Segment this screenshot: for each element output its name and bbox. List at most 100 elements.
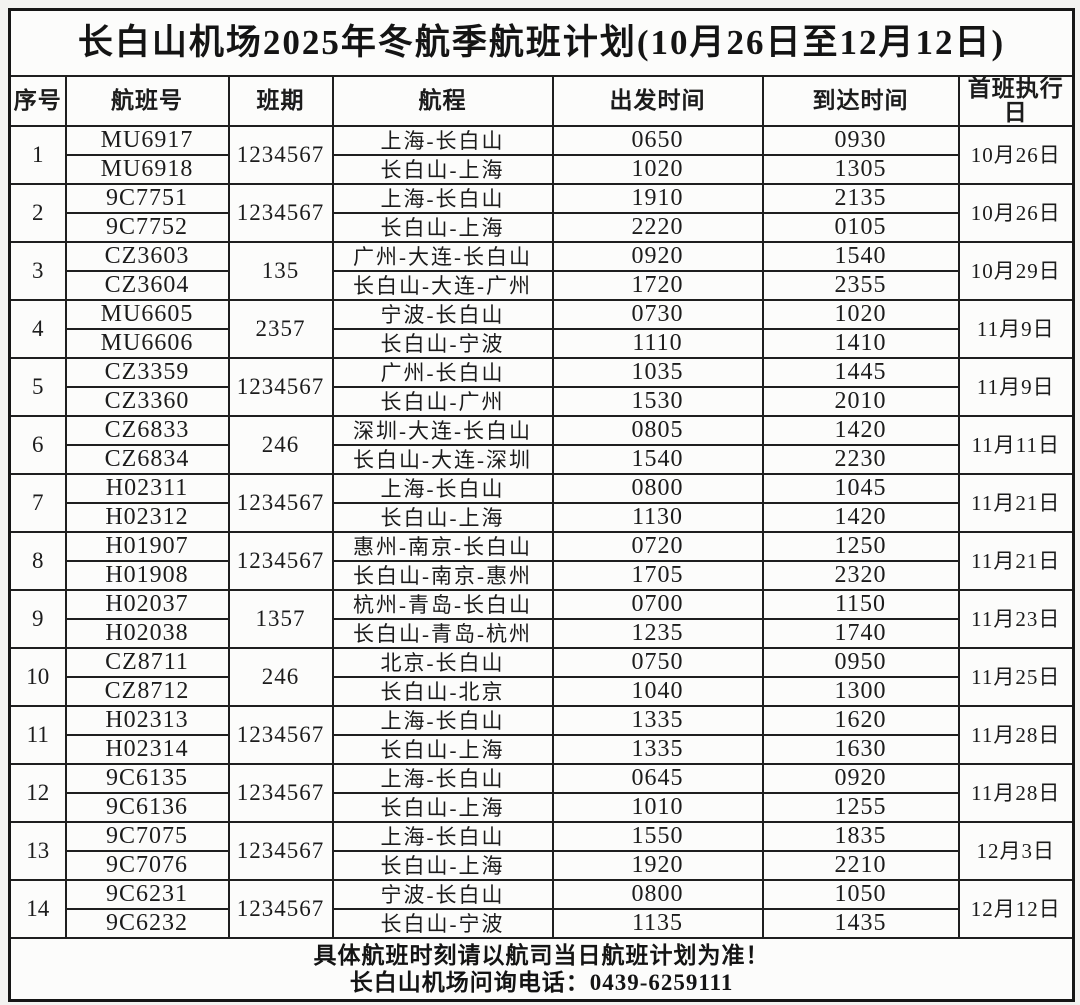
serial-cell: 12 — [8, 763, 67, 824]
first-flight-date-cell: 12月3日 — [957, 821, 1075, 882]
flight-no-cell: 9C6136 — [64, 792, 230, 824]
route-cell: 上海-长白山 — [331, 473, 554, 505]
arrival-time-cell: 1050 — [761, 879, 960, 911]
arrival-time-cell: 2210 — [761, 850, 960, 882]
arrival-time-cell: 1630 — [761, 734, 960, 766]
footer-phone: 长白山机场问询电话：0439-6259111 — [349, 969, 734, 995]
flight-no-cell: MU6917 — [64, 125, 230, 157]
route-cell: 杭州-青岛-长白山 — [331, 589, 554, 621]
departure-time-cell: 0800 — [551, 473, 764, 505]
departure-time-cell: 1335 — [551, 734, 764, 766]
flight-group-row-bottom: CZ3604 长白山-大连-广州 1720 2355 — [10, 270, 1074, 302]
route-cell: 上海-长白山 — [331, 125, 554, 157]
first-flight-date-cell: 11月25日 — [957, 647, 1075, 708]
serial-cell: 2 — [8, 183, 67, 244]
departure-time-cell: 1335 — [551, 705, 764, 737]
departure-time-cell: 1020 — [551, 154, 764, 186]
route-cell: 上海-长白山 — [331, 705, 554, 737]
flight-no-cell: 9C7075 — [64, 821, 230, 853]
column-header: 班期 — [227, 74, 334, 128]
departure-time-cell: 1910 — [551, 183, 764, 215]
departure-time-cell: 1010 — [551, 792, 764, 824]
departure-time-cell: 0750 — [551, 647, 764, 679]
flight-group-row-bottom: H02312 长白山-上海 1130 1420 — [10, 502, 1074, 534]
arrival-time-cell: 0930 — [761, 125, 960, 157]
route-cell: 长白山-上海 — [331, 212, 554, 244]
serial-cell: 7 — [8, 473, 67, 534]
arrival-time-cell: 1740 — [761, 618, 960, 650]
column-header: 航班号 — [64, 74, 230, 128]
arrival-time-cell: 0950 — [761, 647, 960, 679]
days-cell: 2357 — [227, 299, 334, 360]
arrival-time-cell: 1435 — [761, 908, 960, 940]
flight-group-row-top: 2 9C7751 1234567 上海-长白山 1910 2135 10月26日 — [8, 183, 1075, 244]
route-cell: 北京-长白山 — [331, 647, 554, 679]
serial-cell: 3 — [8, 241, 67, 302]
days-cell: 246 — [227, 647, 334, 708]
days-cell: 1234567 — [227, 705, 334, 766]
flight-no-cell: H02313 — [64, 705, 230, 737]
flight-no-cell: CZ8711 — [64, 647, 230, 679]
days-cell: 1234567 — [227, 125, 334, 186]
departure-time-cell: 1130 — [551, 502, 764, 534]
flight-group-row-top: 11 H02313 1234567 上海-长白山 1335 1620 11月28日 — [8, 705, 1075, 766]
first-flight-date-cell: 10月29日 — [957, 241, 1075, 302]
departure-time-cell: 1550 — [551, 821, 764, 853]
flight-group-row-bottom: 9C6136 长白山-上海 1010 1255 — [10, 792, 1074, 824]
days-cell: 1234567 — [227, 763, 334, 824]
days-cell: 1234567 — [227, 821, 334, 882]
days-cell: 1234567 — [227, 473, 334, 534]
arrival-time-cell: 1445 — [761, 357, 960, 389]
first-flight-date-cell: 11月28日 — [957, 705, 1075, 766]
arrival-time-cell: 2010 — [761, 386, 960, 418]
flight-no-cell: 9C7751 — [64, 183, 230, 215]
flight-no-cell: 9C7076 — [64, 850, 230, 882]
departure-time-cell: 1040 — [551, 676, 764, 708]
arrival-time-cell: 1250 — [761, 531, 960, 563]
route-cell: 长白山-南京-惠州 — [331, 560, 554, 592]
departure-time-cell: 0805 — [551, 415, 764, 447]
days-cell: 1234567 — [227, 879, 334, 940]
flight-no-cell: H02038 — [64, 618, 230, 650]
flight-group-row-top: 9 H02037 1357 杭州-青岛-长白山 0700 1150 11月23日 — [8, 589, 1075, 650]
serial-cell: 4 — [8, 299, 67, 360]
serial-cell: 10 — [8, 647, 67, 708]
flight-no-cell: 9C6135 — [64, 763, 230, 795]
flight-group-row-bottom: CZ3360 长白山-广州 1530 2010 — [10, 386, 1074, 418]
days-cell: 135 — [227, 241, 334, 302]
departure-time-cell: 1235 — [551, 618, 764, 650]
flight-group-row-bottom: MU6918 长白山-上海 1020 1305 — [10, 154, 1074, 186]
arrival-time-cell: 2135 — [761, 183, 960, 215]
first-flight-date-cell: 11月21日 — [957, 531, 1075, 592]
departure-time-cell: 1135 — [551, 908, 764, 940]
route-cell: 长白山-上海 — [331, 502, 554, 534]
column-header: 航程 — [331, 74, 554, 128]
days-cell: 1357 — [227, 589, 334, 650]
route-cell: 长白山-北京 — [331, 676, 554, 708]
flight-group-row-bottom: 9C7752 长白山-上海 2220 0105 — [10, 212, 1074, 244]
footer-row: 具体航班时刻请以航司当日航班计划为准！ 长白山机场问询电话：0439-62591… — [8, 937, 1075, 1002]
flight-no-cell: CZ3603 — [64, 241, 230, 273]
arrival-time-cell: 1150 — [761, 589, 960, 621]
serial-cell: 13 — [8, 821, 67, 882]
first-flight-date-cell: 11月9日 — [957, 299, 1075, 360]
flight-group-row-top: 8 H01907 1234567 惠州-南京-长白山 0720 1250 11月21日 — [8, 531, 1075, 592]
flight-no-cell: 9C6232 — [64, 908, 230, 940]
route-cell: 长白山-上海 — [331, 792, 554, 824]
arrival-time-cell: 1620 — [761, 705, 960, 737]
flight-no-cell: MU6605 — [64, 299, 230, 331]
days-cell: 246 — [227, 415, 334, 476]
flight-no-cell: CZ6833 — [64, 415, 230, 447]
flight-group-row-bottom: H01908 长白山-南京-惠州 1705 2320 — [10, 560, 1074, 592]
first-flight-date-cell: 11月11日 — [957, 415, 1075, 476]
title-row: 长白山机场2025年冬航季航班计划(10月26日至12月12日) — [8, 8, 1075, 77]
departure-time-cell: 0650 — [551, 125, 764, 157]
column-header: 到达时间 — [761, 74, 960, 128]
departure-time-cell: 1720 — [551, 270, 764, 302]
departure-time-cell: 0730 — [551, 299, 764, 331]
flight-no-cell: H01908 — [64, 560, 230, 592]
departure-time-cell: 1705 — [551, 560, 764, 592]
page-title: 长白山机场2025年冬航季航班计划(10月26日至12月12日) — [8, 8, 1075, 77]
route-cell: 长白山-上海 — [331, 734, 554, 766]
